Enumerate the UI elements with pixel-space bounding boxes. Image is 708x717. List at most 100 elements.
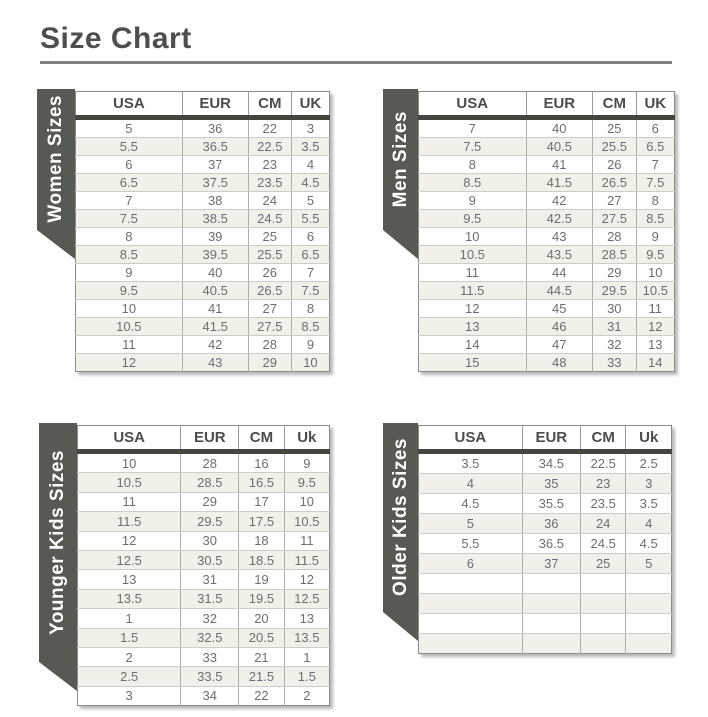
size-cell: 35 [522, 473, 581, 494]
size-cell: 4.5 [418, 493, 523, 514]
size-cell [580, 613, 627, 634]
table-row: 12.5 30.5 18.5 11.5 [77, 550, 330, 571]
size-cell: 26.5 [248, 281, 292, 300]
size-cell: 5 [418, 513, 523, 534]
size-cell: 11.5 [77, 511, 182, 532]
header-row: USA EUR CM Uk [77, 425, 330, 454]
size-cell: 13 [418, 317, 527, 336]
table-row: 12 43 29 10 [75, 353, 330, 372]
size-cell [580, 593, 627, 614]
size-cell: 26 [592, 155, 637, 174]
column-header: EUR [522, 425, 581, 454]
size-cell: 8 [75, 227, 183, 246]
size-cell: 3.5 [418, 451, 523, 474]
table-row: 8 39 25 6 [75, 227, 330, 246]
size-cell: 7 [636, 155, 675, 174]
men-sizes-section: Men Sizes USA EUR CM UK 7 40 25 6 7.5 40.5 25.5 6.… [418, 91, 675, 372]
table-row: 1 32 20 13 [77, 608, 330, 629]
size-cell: 10 [636, 263, 675, 282]
size-cell: 28 [248, 335, 292, 354]
table-row: 2 33 21 1 [77, 647, 330, 668]
column-header: CM [248, 91, 292, 120]
size-cell: 48 [526, 353, 594, 372]
older-kids-sizes-section: Older Kids Sizes USA EUR CM Uk 3.5 34.5 22.5 2… [418, 425, 672, 654]
column-header: EUR [180, 425, 240, 454]
size-cell: 9.5 [636, 245, 675, 264]
size-cell: 6.5 [636, 137, 675, 156]
size-cell: 29.5 [180, 511, 240, 532]
size-cell: 13 [284, 608, 330, 629]
size-cell: 10 [284, 492, 330, 513]
size-cell: 16.5 [238, 472, 285, 493]
column-header: EUR [182, 91, 249, 120]
size-cell: 29.5 [592, 281, 637, 300]
size-cell: 11.5 [284, 550, 330, 571]
size-cell: 41.5 [526, 173, 594, 192]
table-row: 5 36 24 4 [418, 513, 672, 534]
size-cell: 31 [180, 569, 240, 590]
younger-kids-sizes-table: USA EUR CM Uk 10 28 16 9 10.5 28.5 16.5 9.5 11 29 17 1… [77, 425, 330, 707]
table-row [418, 613, 672, 634]
size-cell: 4.5 [291, 173, 330, 192]
size-cell: 32.5 [180, 628, 240, 648]
size-cell: 39 [182, 227, 249, 246]
size-cell: 27.5 [592, 209, 637, 228]
size-cell: 41 [526, 155, 594, 174]
size-cell: 24.5 [580, 533, 627, 554]
size-cell: 23 [248, 155, 292, 174]
size-cell: 10 [77, 451, 182, 474]
size-cell: 14 [418, 335, 527, 354]
column-header: CM [580, 425, 627, 454]
size-cell: 1 [77, 608, 182, 629]
table-row: 7.5 40.5 25.5 6.5 [418, 137, 675, 156]
size-cell: 9.5 [284, 472, 330, 493]
column-header: CM [592, 91, 637, 120]
size-cell: 12.5 [284, 589, 330, 610]
size-cell: 28 [180, 451, 240, 474]
women-sizes-table: USA EUR CM UK 5 36 22 3 5.5 36.5 22.5 3.5 6 37 23 4 6.5… [75, 91, 330, 372]
size-cell: 19.5 [238, 589, 285, 610]
size-cell: 36 [182, 117, 249, 138]
size-cell: 21.5 [238, 666, 285, 687]
size-cell: 39.5 [182, 245, 249, 264]
column-header: UK [291, 91, 330, 120]
table-row: 8.5 39.5 25.5 6.5 [75, 245, 330, 264]
size-cell: 37 [522, 553, 581, 574]
size-cell: 5.5 [291, 209, 330, 228]
table-row: 10 43 28 9 [418, 227, 675, 246]
table-row: 14 47 32 13 [418, 335, 675, 354]
size-cell: 3 [77, 686, 182, 706]
table-row [418, 593, 672, 614]
table-row: 1.5 32.5 20.5 13.5 [77, 628, 330, 648]
size-cell: 10.5 [636, 281, 675, 300]
size-cell: 44 [526, 263, 594, 282]
size-cell: 30 [180, 531, 240, 551]
table-row: 6.5 37.5 23.5 4.5 [75, 173, 330, 192]
size-cell: 7 [291, 263, 330, 282]
size-cell: 6 [75, 155, 183, 174]
size-cell: 38.5 [182, 209, 249, 228]
size-cell: 13.5 [284, 628, 330, 648]
size-cell: 28.5 [180, 472, 240, 493]
size-cell: 20 [238, 608, 285, 629]
size-cell: 28 [592, 227, 637, 246]
size-cell: 23 [580, 473, 627, 494]
table-row: 11.5 29.5 17.5 10.5 [77, 511, 330, 532]
size-cell: 11 [77, 492, 182, 513]
size-cell: 7.5 [75, 209, 183, 228]
size-cell: 30.5 [180, 550, 240, 571]
size-cell: 35.5 [522, 493, 581, 514]
size-cell: 26.5 [592, 173, 637, 192]
size-cell: 9 [636, 227, 675, 246]
size-cell: 10 [291, 353, 330, 372]
size-cell: 25 [592, 117, 637, 138]
table-row: 9.5 40.5 26.5 7.5 [75, 281, 330, 300]
size-cell: 24.5 [248, 209, 292, 228]
table-row: 12 30 18 11 [77, 531, 330, 551]
size-cell: 28.5 [592, 245, 637, 264]
size-cell: 7.5 [418, 137, 527, 156]
size-cell [418, 613, 523, 634]
column-header: USA [418, 425, 523, 454]
size-cell: 9 [75, 263, 183, 282]
size-cell: 20.5 [238, 628, 285, 648]
